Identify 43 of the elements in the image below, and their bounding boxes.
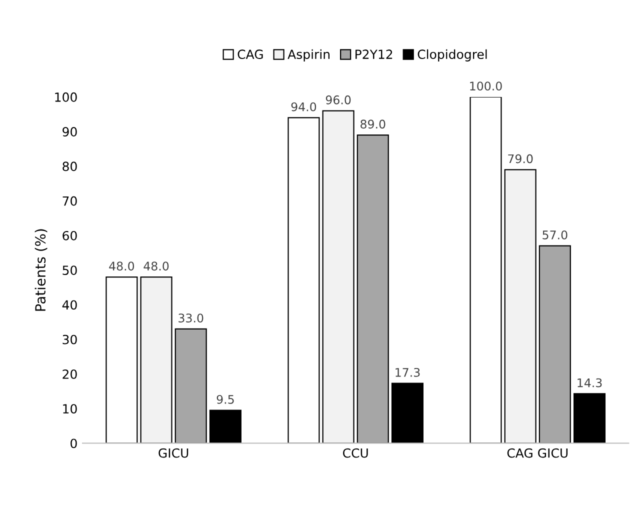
bar [140,276,172,444]
text: 96.0 [326,95,351,104]
y-tick-label: 40 [62,300,77,310]
legend-label: P2Y12 [356,50,392,59]
bar [391,382,424,444]
text: 14.3 [578,378,602,388]
text: 79.0 [508,154,533,164]
y-tick-label: 30 [62,334,77,344]
bar [573,393,606,444]
y-tick-label: 90 [62,127,77,137]
y-tick-label: 50 [62,266,77,276]
text: 57.0 [542,230,568,240]
text: 17.3 [396,368,420,377]
legend-label: Clopidogrel [418,49,487,62]
y-tick-label: 20 [62,369,77,379]
y-tick-label: 100 [55,92,77,102]
bar [174,328,207,444]
text: 33.0 [178,314,204,323]
y-tick-label: 0 [70,438,77,448]
y-tick-label: 60 [62,230,77,240]
text: 94.0 [291,102,316,112]
bar [106,276,138,444]
bar [209,410,242,444]
y-tick-label: 70 [62,196,77,206]
x-tick-label: GICU [158,448,188,458]
x-tick-label: CCU [343,448,368,458]
legend-label: CAG [238,50,263,60]
text: 48.0 [144,262,169,271]
text: 100.0 [470,82,502,91]
bar [504,169,536,444]
y-tick-label: 10 [63,404,77,414]
text: 48.0 [109,262,134,271]
text: 9.5 [216,394,234,404]
y-axis-title: Patients (%) [34,229,48,311]
legend-label: Aspirin [288,49,330,62]
x-tick-label: CAG GICU [507,448,568,458]
bar [470,96,502,444]
bar [538,245,571,444]
bar [288,117,320,444]
text: 89.0 [360,120,386,129]
y-tick-label: 80 [62,162,77,172]
bar [356,134,389,444]
bar [322,110,354,444]
